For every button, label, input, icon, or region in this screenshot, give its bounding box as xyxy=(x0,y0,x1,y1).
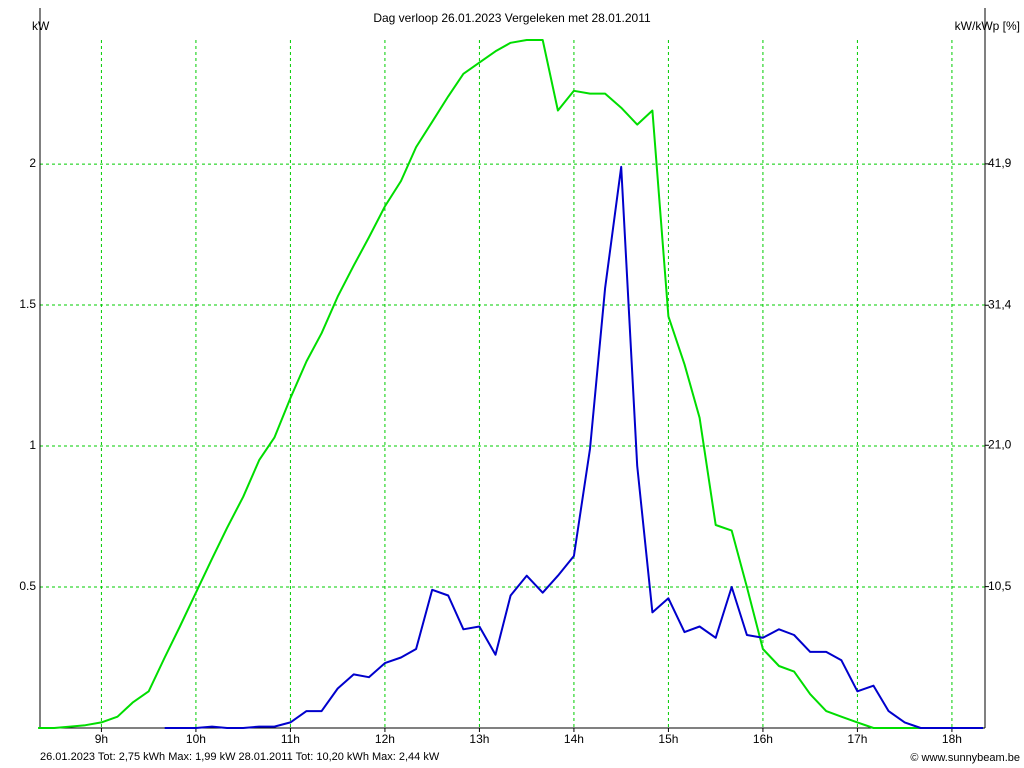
y-tick-label: 0.5 xyxy=(19,579,36,593)
x-tick-label: 12h xyxy=(375,732,395,746)
series-line xyxy=(164,165,984,729)
legend-entry: 26.01.2023 Tot: 2,75 kWh Max: 1,99 kW xyxy=(40,751,236,763)
credit: © www.sunnybeam.be xyxy=(910,752,1020,764)
y2-axis-label: kW/kWp [%] xyxy=(955,19,1020,33)
x-tick-label: 15h xyxy=(658,732,678,746)
x-tick-label: 16h xyxy=(753,732,773,746)
x-tick-label: 14h xyxy=(564,732,584,746)
x-tick-label: 11h xyxy=(281,732,300,746)
series-line xyxy=(38,39,984,729)
y2-tick-label: 41,9 xyxy=(988,156,1012,170)
y-axis-label: kW xyxy=(32,19,50,33)
chart-title: Dag verloop 26.01.2023 Vergeleken met 28… xyxy=(373,11,651,25)
y2-tick-label: 21,0 xyxy=(988,437,1012,451)
x-tick-label: 9h xyxy=(95,732,108,746)
x-tick-label: 10h xyxy=(186,732,206,746)
x-tick-label: 13h xyxy=(469,732,489,746)
y2-tick-label: 31,4 xyxy=(988,297,1012,311)
y2-tick-label: 10,5 xyxy=(988,579,1012,593)
x-tick-label: 18h xyxy=(942,732,962,746)
y-tick-label: 1 xyxy=(29,438,36,452)
y-tick-label: 1.5 xyxy=(19,297,36,311)
x-tick-label: 17h xyxy=(847,732,867,746)
y-tick-label: 2 xyxy=(29,156,36,170)
legend-entry: 28.01.2011 Tot: 10,20 kWh Max: 2,44 kW xyxy=(238,751,439,763)
